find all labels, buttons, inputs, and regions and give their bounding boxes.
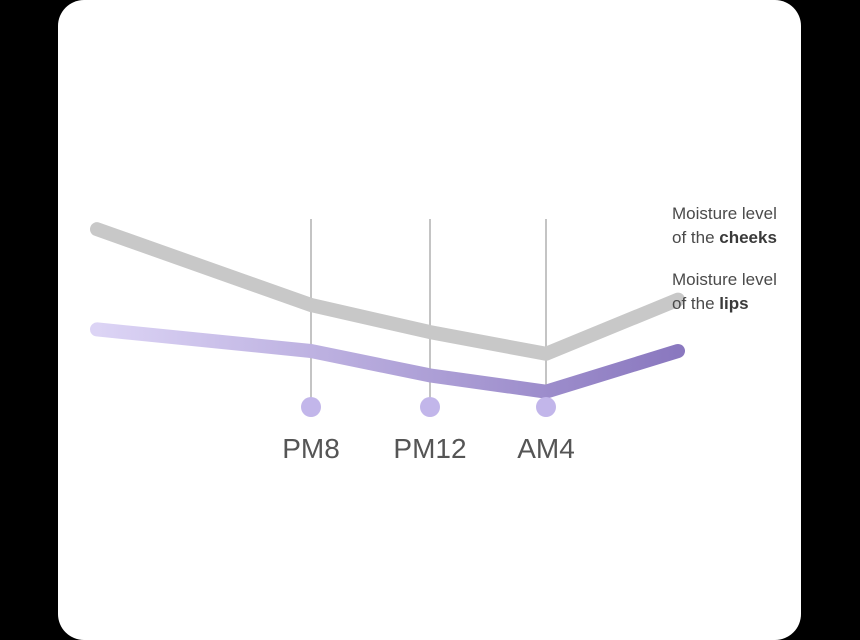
legend-lips: Moisture level of the lips xyxy=(672,268,777,316)
legend-cheeks-bold: cheeks xyxy=(719,228,777,247)
legend-lips-bold: lips xyxy=(719,294,749,313)
series-line-cheeks xyxy=(90,222,685,361)
legend-cheeks: Moisture level of the cheeks xyxy=(672,202,777,250)
tick-label-am4: AM4 xyxy=(517,433,575,464)
marker-am4 xyxy=(536,397,556,417)
tick-label-pm8: PM8 xyxy=(282,433,340,464)
tick-label-pm12: PM12 xyxy=(393,433,466,464)
legend-lips-line2: of the lips xyxy=(672,292,777,316)
legend-lips-line1: Moisture level xyxy=(672,270,777,289)
marker-pm12 xyxy=(420,397,440,417)
marker-pm8 xyxy=(301,397,321,417)
moisture-chart: PM8 PM12 AM4 xyxy=(90,219,685,464)
legend-cheeks-line2: of the cheeks xyxy=(672,226,777,250)
legend-cheeks-line1: Moisture level xyxy=(672,204,777,223)
legend-lips-prefix: of the xyxy=(672,294,720,313)
legend-cheeks-prefix: of the xyxy=(672,228,720,247)
series-line-lips xyxy=(90,322,685,399)
